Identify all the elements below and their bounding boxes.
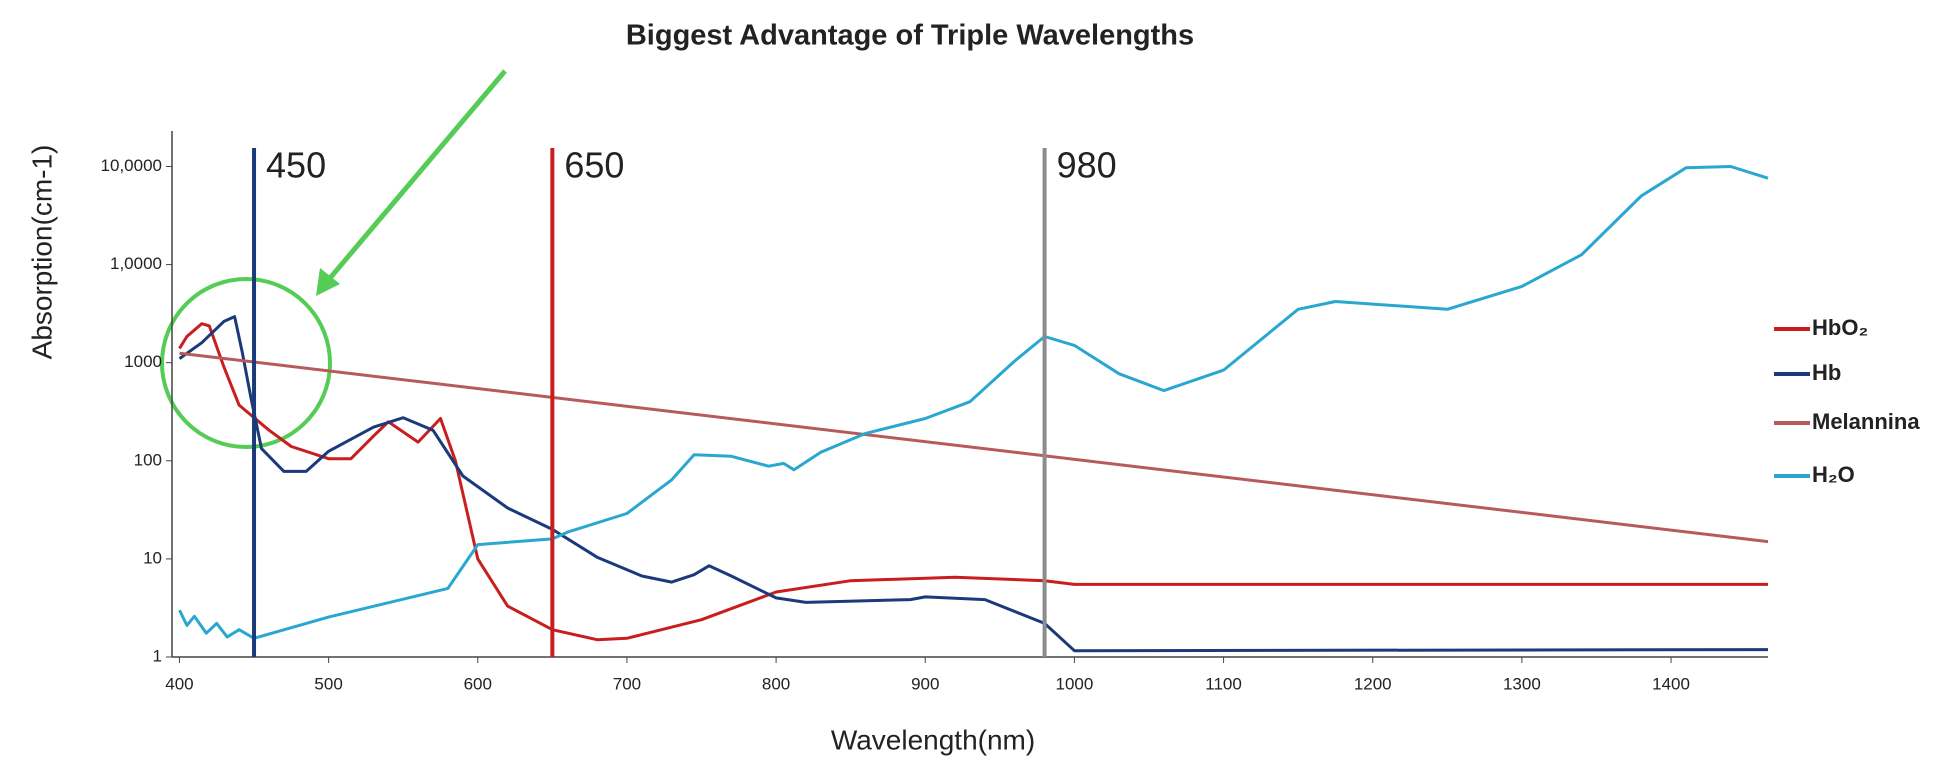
x-tick-label: 1300 bbox=[1503, 674, 1541, 693]
legend-label: Hb bbox=[1812, 360, 1841, 385]
y-tick-label: 1000 bbox=[124, 352, 162, 371]
x-tick-label: 1200 bbox=[1354, 674, 1392, 693]
series-line bbox=[178, 165, 1769, 640]
x-axis-label: Wavelength(nm) bbox=[831, 724, 1035, 755]
series-line bbox=[179, 351, 1769, 544]
chart-title: Biggest Advantage of Triple Wavelengths bbox=[626, 20, 1194, 52]
legend-label: H₂O bbox=[1812, 462, 1855, 487]
series-line bbox=[178, 322, 1768, 642]
x-tick-label: 400 bbox=[165, 674, 193, 693]
y-tick-label: 100 bbox=[134, 450, 162, 469]
x-tick-label: 800 bbox=[762, 674, 790, 693]
legend-label: HbO₂ bbox=[1812, 315, 1868, 340]
annotation-arrow bbox=[323, 69, 507, 286]
y-tick-label: 10 bbox=[143, 548, 162, 567]
series-line bbox=[178, 315, 1769, 653]
y-tick-label: 10,0000 bbox=[101, 156, 162, 175]
x-tick-label: 600 bbox=[464, 674, 492, 693]
x-tick-label: 900 bbox=[911, 674, 939, 693]
x-tick-label: 700 bbox=[613, 674, 641, 693]
legend-label: Melannina bbox=[1812, 409, 1920, 434]
x-tick-label: 500 bbox=[314, 674, 342, 693]
x-tick-label: 1400 bbox=[1652, 674, 1690, 693]
x-tick-label: 1100 bbox=[1205, 674, 1242, 693]
y-tick-label: 1 bbox=[153, 646, 162, 665]
annotation-arrowhead bbox=[316, 268, 340, 296]
wavelength-marker-label: 450 bbox=[266, 145, 326, 186]
x-tick-label: 1000 bbox=[1055, 674, 1093, 693]
y-axis-label: Absorption(cm-1) bbox=[26, 145, 57, 360]
y-tick-label: 1,0000 bbox=[110, 254, 162, 273]
wavelength-marker-label: 650 bbox=[564, 145, 624, 186]
annotation-circle bbox=[160, 277, 332, 449]
wavelength-marker-label: 980 bbox=[1057, 145, 1117, 186]
